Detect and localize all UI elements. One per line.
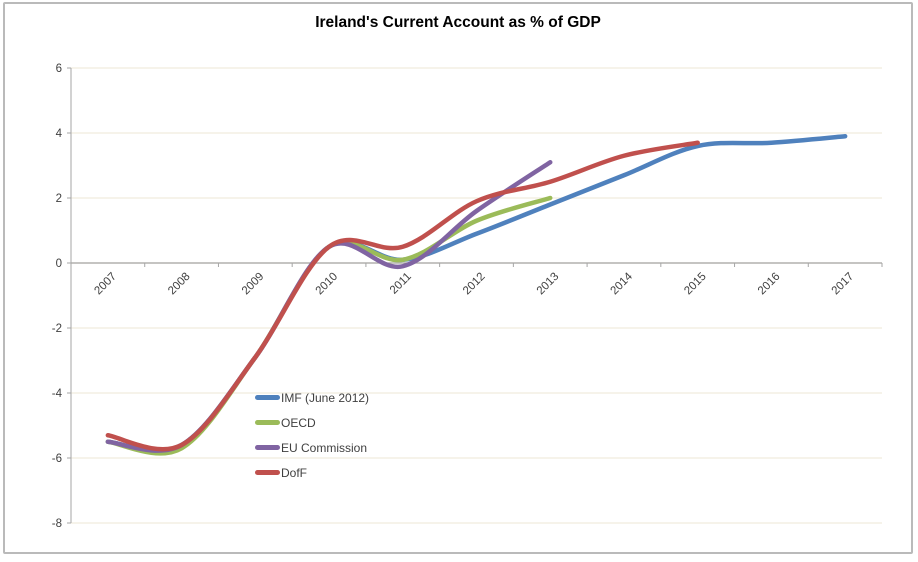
x-axis-label: 2007 bbox=[92, 271, 119, 298]
legend-marker-oecd bbox=[255, 420, 280, 425]
legend-item-doff: DofF bbox=[255, 460, 369, 485]
chart-title: Ireland's Current Account as % of GDP bbox=[315, 14, 601, 31]
x-axis-label: 2014 bbox=[608, 270, 635, 297]
x-axis-label: 2011 bbox=[388, 271, 414, 297]
y-axis-label: 6 bbox=[56, 63, 62, 75]
legend-marker-imf bbox=[255, 395, 280, 400]
x-axis-label: 2016 bbox=[756, 271, 783, 298]
y-axis-label: -4 bbox=[52, 388, 63, 400]
legend-item-imf: IMF (June 2012) bbox=[255, 385, 369, 410]
legend-label-doff: DofF bbox=[281, 465, 308, 480]
legend-marker-eu-commission bbox=[255, 445, 280, 450]
x-axis-label: 2015 bbox=[682, 271, 709, 298]
y-axis-label: 0 bbox=[56, 258, 62, 270]
legend-label-eu-commission: EU Commission bbox=[281, 440, 368, 455]
chart-frame: Ireland's Current Account as % of GDP 6 4… bbox=[3, 2, 913, 554]
y-axis-label: -8 bbox=[52, 518, 62, 530]
legend-label-imf: IMF (June 2012) bbox=[281, 390, 370, 405]
x-axis-label: 2013 bbox=[535, 271, 562, 298]
x-axis-label: 2008 bbox=[166, 271, 193, 298]
x-axis-label: 2010 bbox=[314, 271, 341, 298]
legend-label-oecd: OECD bbox=[281, 415, 316, 430]
x-axis-label: 2012 bbox=[461, 271, 488, 298]
y-axis-label: 4 bbox=[56, 128, 63, 140]
legend-item-eu-commission: EU Commission bbox=[255, 435, 369, 460]
series-line-doff bbox=[105, 140, 700, 452]
x-axis-label: 2017 bbox=[830, 271, 857, 298]
series-line-imf-june-2012 bbox=[105, 134, 848, 453]
chart-svg: 6 4 2 0 -2 -4 -6 -8 2007 2008 2009 2010 2011 2012 2013… bbox=[52, 63, 883, 530]
x-axis-label: 2009 bbox=[240, 271, 267, 298]
y-axis-label: -6 bbox=[52, 453, 62, 465]
legend-marker-doff bbox=[255, 470, 280, 475]
y-axis-label: -2 bbox=[52, 323, 62, 335]
chart-legend: IMF (June 2012) OECD EU Commission DofF bbox=[255, 385, 369, 485]
y-axis-label: 2 bbox=[56, 193, 62, 205]
legend-item-oecd: OECD bbox=[255, 410, 369, 435]
